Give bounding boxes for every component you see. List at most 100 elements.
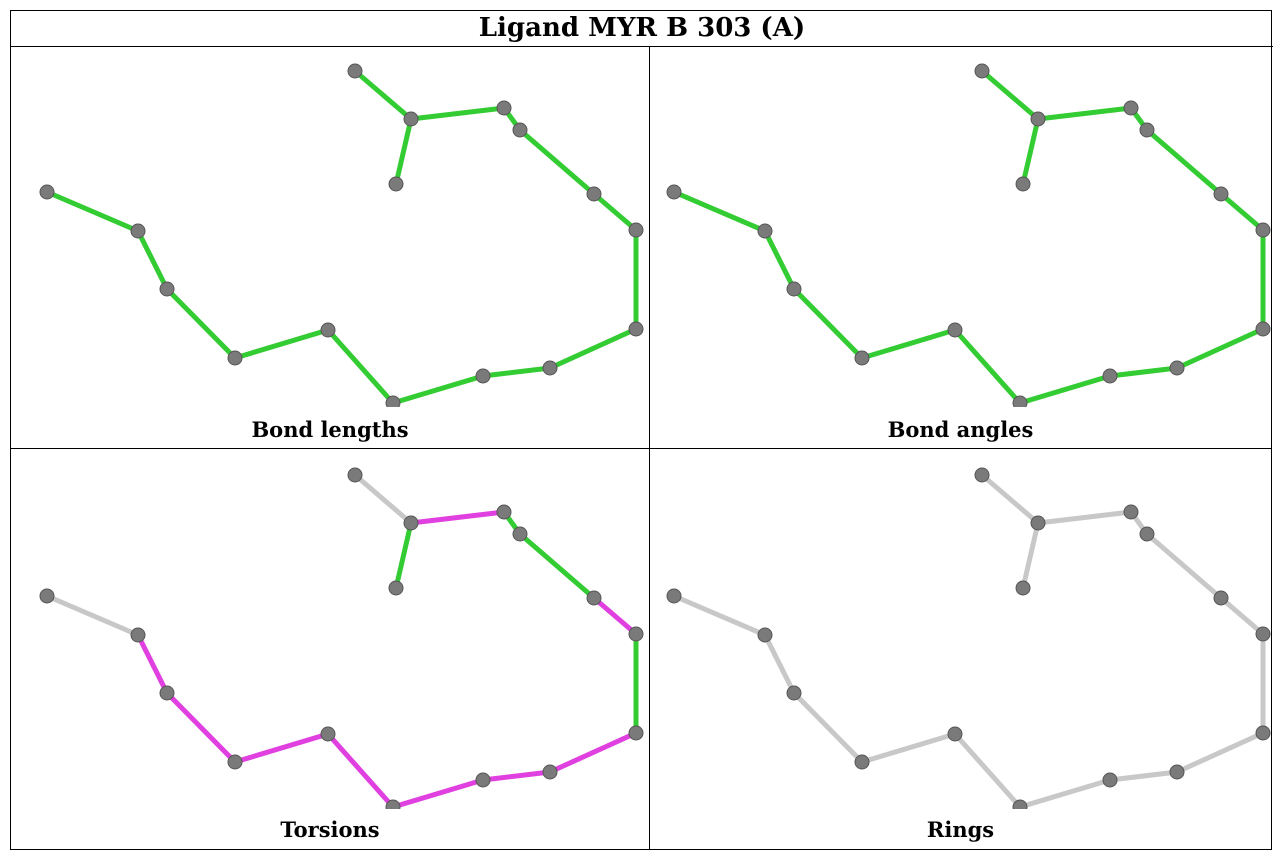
atom (1012, 395, 1028, 407)
bond (1035, 509, 1134, 526)
atom (1169, 360, 1185, 376)
atom (1015, 176, 1031, 192)
atom (227, 350, 243, 366)
bond (44, 189, 141, 234)
atom (628, 626, 644, 642)
panel-torsions: Torsions (11, 449, 650, 849)
atom (403, 515, 419, 531)
atom (628, 222, 644, 238)
atom (786, 685, 802, 701)
bond (1144, 127, 1224, 197)
atom (320, 322, 336, 338)
atom (947, 322, 963, 338)
bond (352, 472, 414, 526)
atom (1030, 515, 1046, 531)
bond (325, 327, 396, 406)
atom (159, 281, 175, 297)
atom (1123, 504, 1139, 520)
panel-caption: Rings (926, 817, 995, 842)
bond (1017, 777, 1113, 809)
atom (1030, 111, 1046, 127)
atom (388, 176, 404, 192)
atom (347, 467, 363, 483)
bond (135, 228, 170, 292)
bond (390, 777, 486, 809)
bond (591, 191, 639, 233)
atom (628, 725, 644, 741)
atom (628, 321, 644, 337)
atom (757, 223, 773, 239)
atom (320, 726, 336, 742)
bond (393, 116, 414, 187)
figure-title: Ligand MYR B 303 (A) (11, 11, 1273, 47)
atom (512, 526, 528, 542)
panel-rings: Rings (650, 449, 1271, 849)
molecule-view-torsions (39, 467, 644, 809)
atom (542, 360, 558, 376)
bond (547, 326, 639, 371)
bond (671, 189, 768, 234)
atom (947, 726, 963, 742)
atom (974, 63, 990, 79)
bond (591, 595, 639, 637)
bond (1218, 595, 1266, 637)
bond (325, 731, 396, 809)
bond (1017, 373, 1113, 406)
atom (159, 685, 175, 701)
atom (586, 590, 602, 606)
atom (1123, 100, 1139, 116)
atom (1255, 725, 1271, 741)
bond (762, 632, 797, 696)
atom (385, 395, 401, 407)
atom (1255, 626, 1271, 642)
bond (1020, 116, 1041, 187)
bond (164, 286, 238, 361)
atom (385, 799, 401, 809)
atom (1102, 772, 1118, 788)
atom (1139, 526, 1155, 542)
atom (227, 754, 243, 770)
atom (39, 588, 55, 604)
atom (496, 504, 512, 520)
bond (979, 68, 1041, 122)
atom (1012, 799, 1028, 809)
bond (408, 509, 507, 526)
atom (1213, 590, 1229, 606)
bond (671, 593, 768, 638)
atom (666, 588, 682, 604)
bond (408, 105, 507, 122)
bond (480, 769, 553, 783)
bond (1218, 191, 1266, 233)
atom (854, 350, 870, 366)
bond (859, 327, 958, 361)
atom (388, 580, 404, 596)
bond (44, 593, 141, 638)
atom (542, 764, 558, 780)
bond (232, 731, 331, 765)
atom (130, 627, 146, 643)
bond (791, 690, 865, 765)
bond (393, 520, 414, 591)
atom (496, 100, 512, 116)
bond (952, 327, 1023, 406)
bond (390, 373, 486, 406)
bond (352, 68, 414, 122)
atom (1139, 122, 1155, 138)
atom (1169, 764, 1185, 780)
bond (1144, 531, 1224, 601)
atom (586, 186, 602, 202)
atom (347, 63, 363, 79)
panel-bond-angles: Bond angles (650, 47, 1271, 449)
panel-caption: Bond angles (887, 417, 1034, 442)
atom (1102, 368, 1118, 384)
atom (1213, 186, 1229, 202)
molecule-view-bond-angles (666, 63, 1271, 407)
bond (762, 228, 797, 292)
bond (1107, 365, 1180, 379)
bond (1020, 520, 1041, 591)
bond (547, 730, 639, 775)
atom (475, 772, 491, 788)
bond (1035, 105, 1134, 122)
molecule-view-bond-lengths (39, 63, 644, 407)
atom (39, 184, 55, 200)
